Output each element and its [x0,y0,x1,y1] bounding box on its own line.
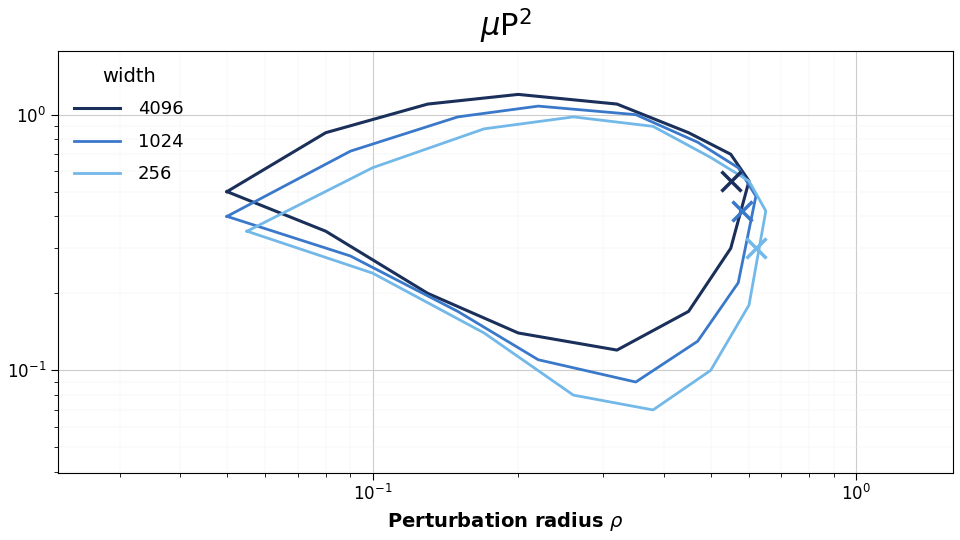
1024 [221,213,232,220]
1024 [732,280,744,286]
4096 [513,330,524,336]
Line: 1024: 1024 [227,106,756,382]
4096 [683,308,694,315]
256 [367,165,378,171]
4096 [221,188,232,195]
1024 [692,139,704,145]
256 [367,270,378,276]
256 [760,208,772,214]
256 [647,407,659,413]
4096 [422,101,434,107]
4096 [612,347,623,353]
1024 [630,111,641,118]
1024 [750,193,761,199]
1024 [732,165,744,171]
4096 [683,130,694,136]
256 [647,123,659,130]
256 [743,178,755,184]
Line: 256: 256 [247,117,766,410]
Title: $\mu$P$^2$: $\mu$P$^2$ [480,7,532,46]
1024 [452,308,464,315]
4096 [320,130,331,136]
1024 [345,148,356,154]
X-axis label: Perturbation radius $\rho$: Perturbation radius $\rho$ [387,510,624,533]
256 [567,113,579,120]
256 [567,392,579,399]
1024 [345,253,356,259]
256 [705,154,716,161]
1024 [533,356,544,363]
1024 [630,379,641,385]
1024 [692,338,704,345]
256 [241,228,252,234]
256 [478,126,490,132]
1024 [221,213,232,220]
256 [241,228,252,234]
4096 [743,178,755,184]
4096 [221,188,232,195]
256 [705,367,716,374]
256 [478,330,490,336]
4096 [725,151,736,158]
4096 [513,91,524,98]
Line: 4096: 4096 [227,94,749,350]
4096 [725,245,736,252]
256 [743,302,755,308]
4096 [422,290,434,296]
1024 [533,103,544,109]
4096 [320,228,331,234]
1024 [452,113,464,120]
4096 [612,101,623,107]
Legend: 4096, 1024, 256: 4096, 1024, 256 [67,60,190,191]
